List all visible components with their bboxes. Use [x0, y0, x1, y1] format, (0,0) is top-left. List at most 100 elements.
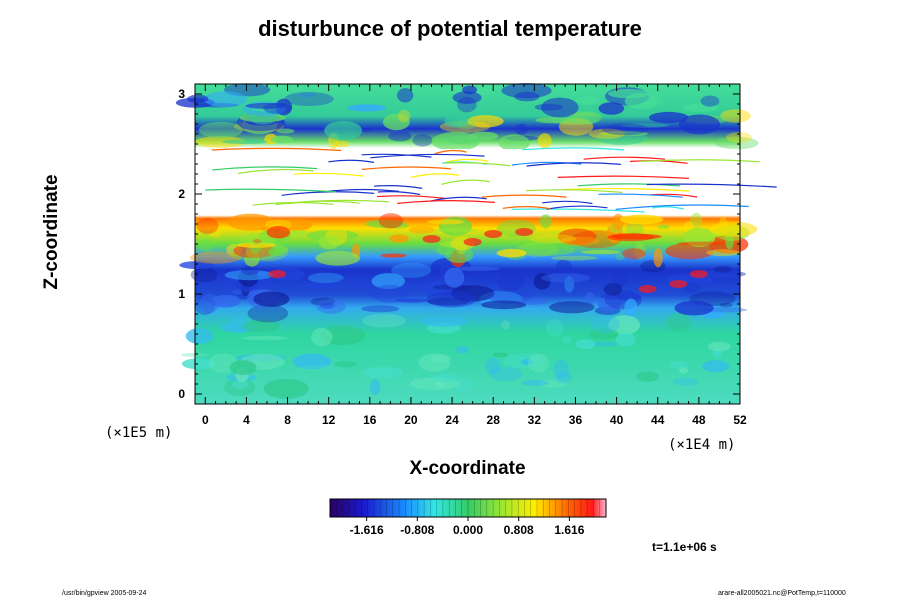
field-patch [181, 358, 216, 370]
contour-streak [526, 189, 623, 193]
field-patch [665, 243, 715, 260]
field-patch [281, 218, 313, 231]
field-patch [198, 239, 213, 252]
field-patch [194, 294, 216, 315]
field-patch [318, 235, 340, 250]
field-patch [371, 273, 405, 290]
x-tick-label: 28 [487, 413, 501, 427]
field-patch [498, 134, 530, 152]
field-patch [537, 133, 552, 149]
field-patch [306, 229, 359, 241]
hot-spot [515, 228, 534, 236]
x-tick-label: 36 [569, 413, 583, 427]
contour-streak [361, 166, 451, 170]
contour-streak [577, 183, 680, 187]
field-patch [196, 217, 219, 234]
field-patch [608, 315, 641, 335]
field-patch [541, 273, 590, 283]
contour-streak [441, 179, 491, 185]
field-patch [501, 320, 511, 330]
x-scale-label: (×1E4 m) [668, 437, 736, 453]
x-tick-label: 32 [528, 413, 542, 427]
field-patch [607, 89, 650, 99]
field-patch [378, 213, 404, 229]
field-patch [497, 272, 524, 292]
field-patch [657, 224, 670, 229]
field-patch [700, 95, 720, 107]
field-patch [426, 291, 477, 308]
field-patch [619, 214, 664, 225]
field-patch [625, 222, 644, 235]
field-patch [612, 213, 624, 231]
contour-streak [237, 168, 314, 175]
contour-streak [377, 195, 446, 199]
time-label: t=1.1e+06 s [652, 540, 717, 554]
contour-streak [275, 199, 389, 206]
field-patch [310, 297, 336, 306]
hot-spot [638, 285, 657, 293]
field-patch [432, 373, 462, 383]
field-patch [316, 299, 346, 314]
contour-streak [638, 159, 760, 163]
field-patch [268, 247, 285, 257]
field-patch [562, 335, 571, 344]
field-patch [521, 359, 534, 366]
y-scale-label: (×1E5 m) [105, 425, 173, 441]
field-patch [648, 111, 689, 124]
field-patch [334, 140, 350, 148]
field-patch [709, 221, 758, 237]
field-patch [568, 111, 602, 125]
field-patch [549, 301, 595, 314]
field-patch [589, 328, 620, 340]
field-patch [229, 360, 257, 375]
field-patch [397, 109, 411, 123]
heatmap-field [175, 83, 777, 404]
x-axis-label: X-coordinate [409, 458, 526, 479]
field-patch [545, 319, 565, 337]
field-patch [702, 360, 730, 373]
field-patch [492, 352, 509, 358]
contour-streak [410, 173, 460, 179]
field-patch [266, 226, 291, 239]
contour-streak [205, 188, 337, 193]
field-patch [397, 88, 414, 103]
hot-spot [268, 270, 287, 278]
field-patch [529, 234, 577, 244]
contour-streak [211, 147, 342, 152]
field-patch [252, 239, 262, 244]
field-patch [315, 250, 361, 266]
field-patch [380, 253, 407, 258]
field-patch [452, 91, 482, 104]
contour-streak [502, 206, 551, 210]
contour-streak [361, 153, 432, 158]
field-patch [581, 250, 621, 255]
field-patch [194, 136, 246, 148]
colorbar-tick-label: 0.808 [504, 523, 534, 537]
field-patch [431, 131, 480, 152]
field-patch [575, 339, 596, 350]
contour-streak [430, 196, 487, 202]
field-patch [707, 341, 731, 352]
field-patch [575, 96, 601, 105]
field-patch [607, 233, 655, 242]
field-patch [242, 320, 280, 333]
x-tick-label: 40 [610, 413, 624, 427]
field-patch [253, 291, 290, 307]
field-patch [706, 249, 740, 257]
field-patch [682, 103, 718, 113]
field-patch [190, 267, 218, 283]
field-patch [677, 241, 726, 246]
field-patch [679, 367, 688, 374]
field-patch [683, 227, 716, 247]
field-patch [615, 332, 636, 347]
field-patch [624, 298, 638, 317]
field-patch [288, 230, 308, 236]
field-patch [528, 353, 550, 373]
field-patch [585, 292, 595, 304]
y-tick-label: 0 [178, 387, 185, 401]
contour-streak [615, 204, 749, 210]
contour-streak [652, 206, 685, 210]
field-patch [588, 128, 626, 139]
field-patch [522, 380, 548, 386]
